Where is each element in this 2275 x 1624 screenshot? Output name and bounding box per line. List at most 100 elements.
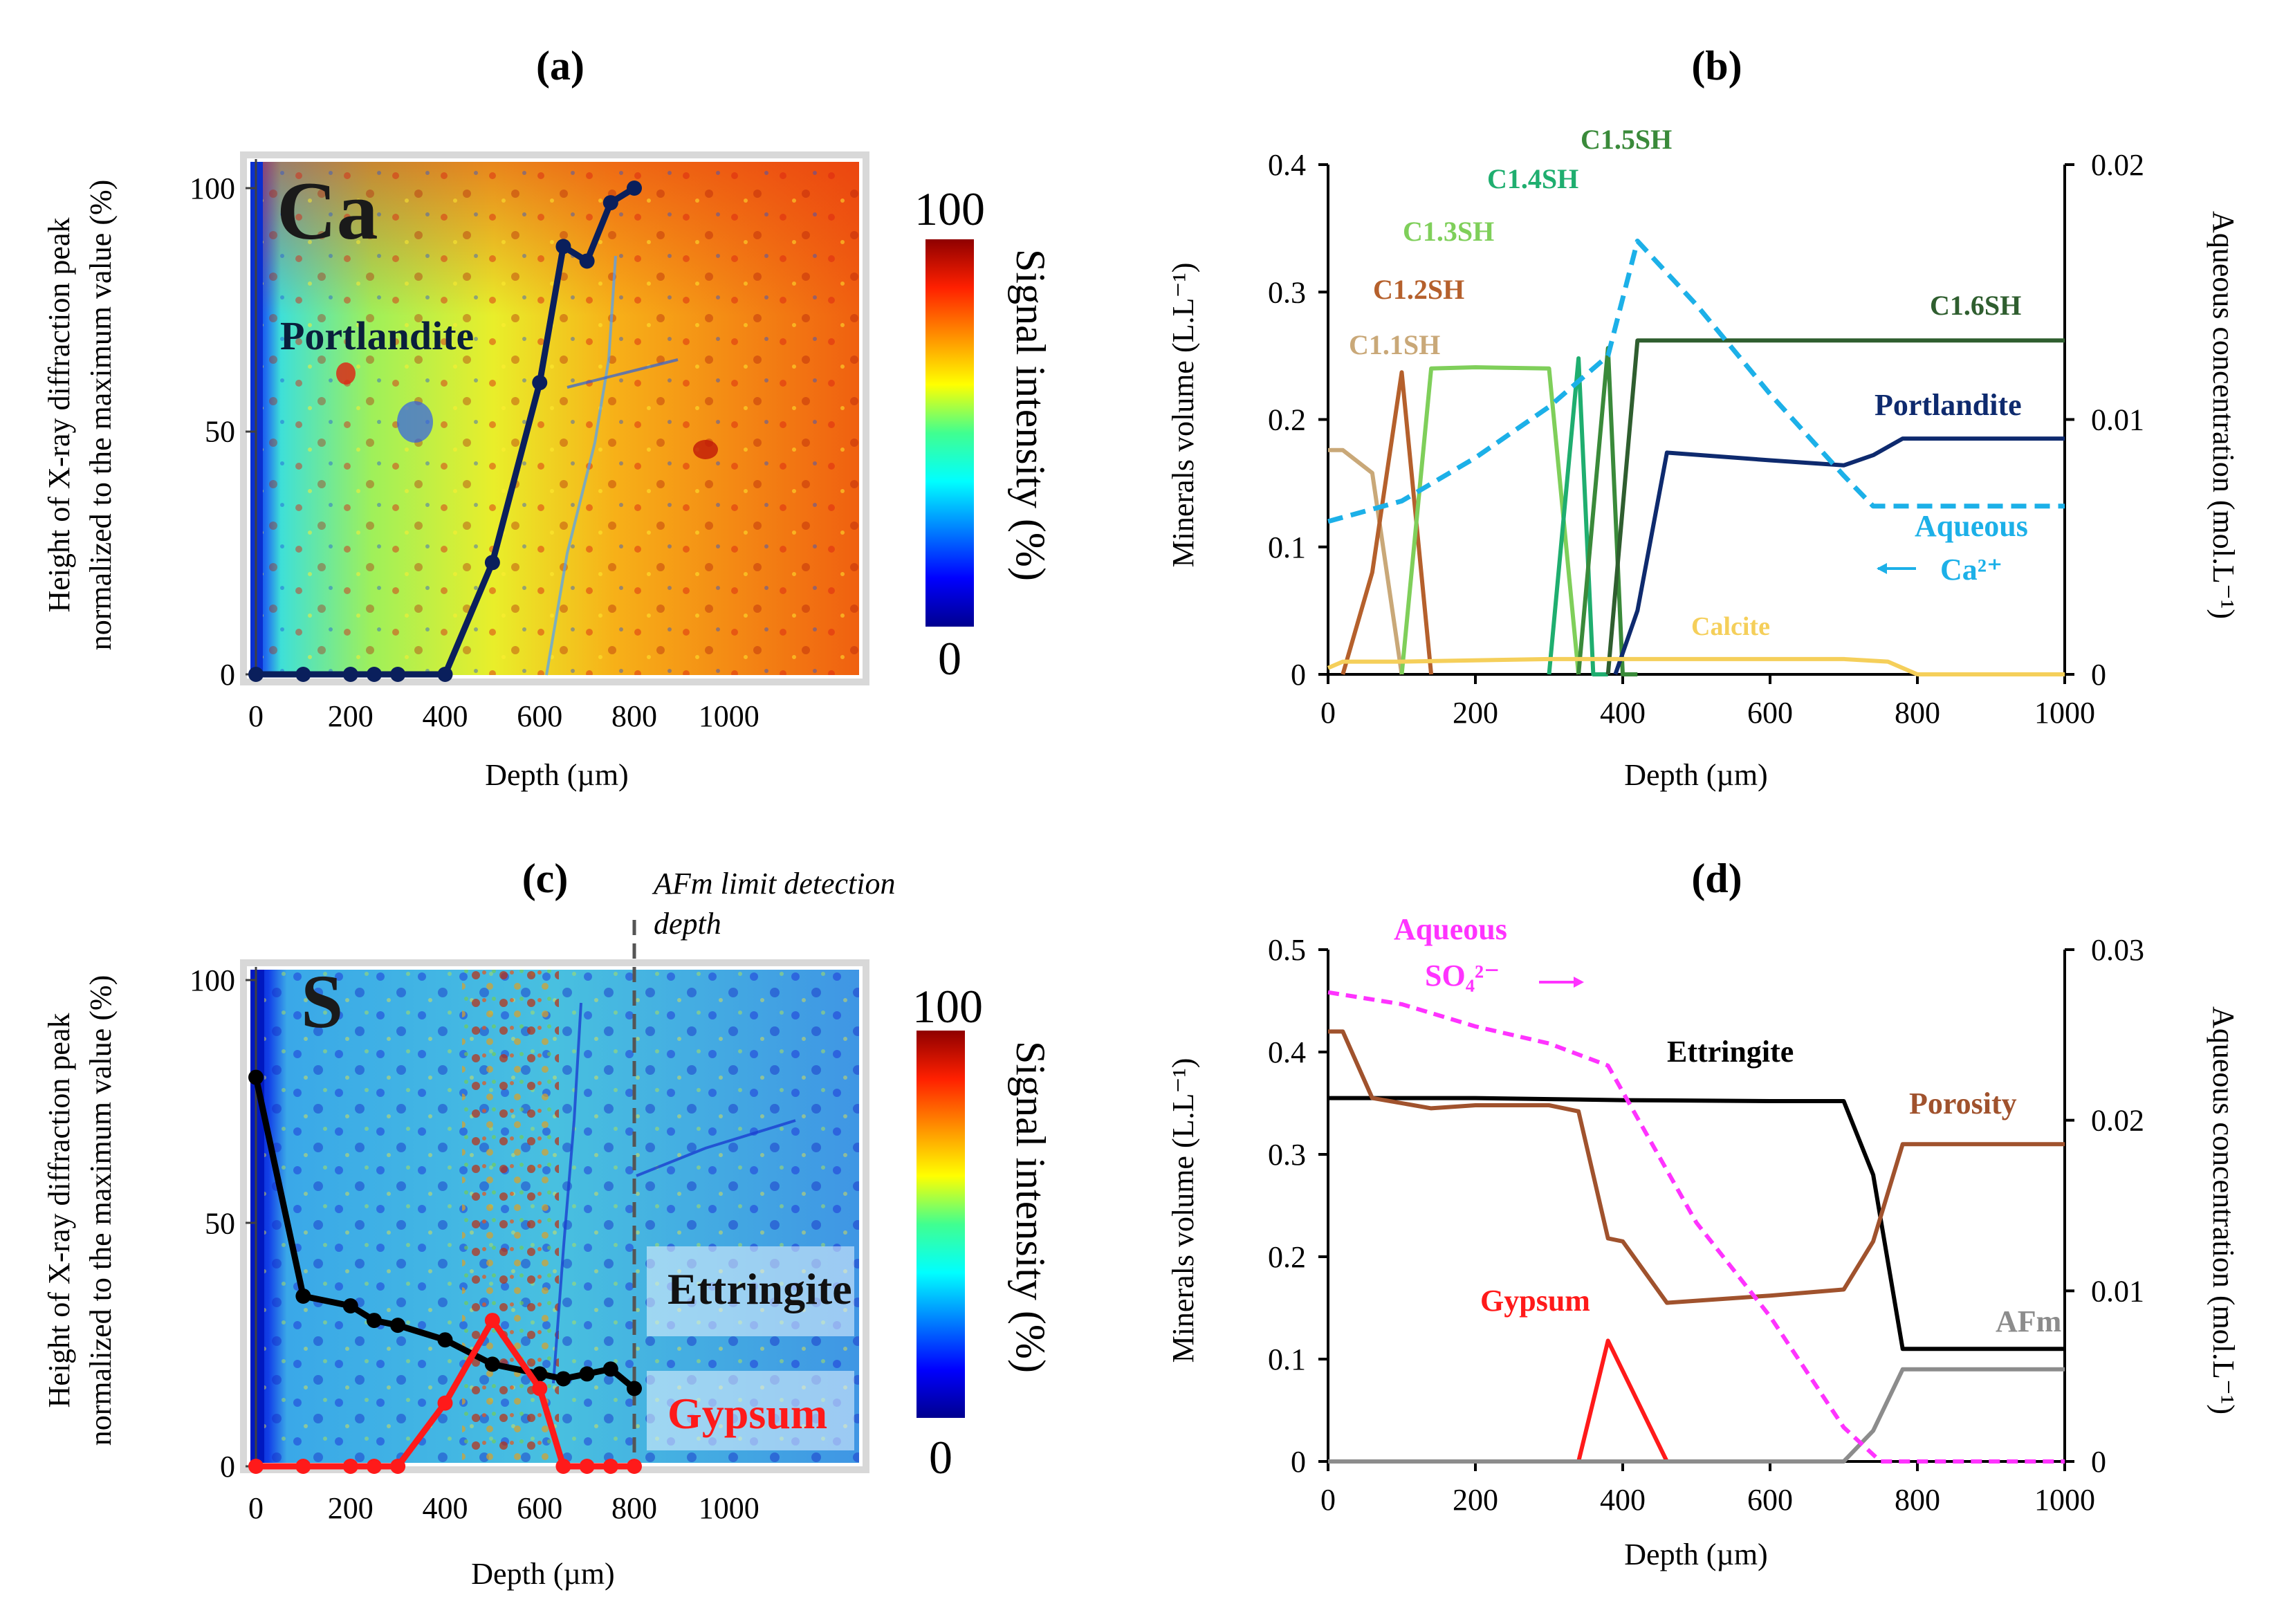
panel-c-map bbox=[240, 959, 869, 1473]
x-tick-label: 400 bbox=[423, 699, 468, 733]
data-point-portlandite bbox=[248, 667, 264, 682]
panel-b-ticks: 0 0.1 0.2 0.3 0.4 0 0.01 0.02 0 200 400 600 800 1000 bbox=[1268, 148, 2144, 730]
data-point-ettringite bbox=[437, 1332, 453, 1348]
panel-c-series bbox=[248, 1069, 642, 1474]
y-tick-label: 0.2 bbox=[1268, 403, 1306, 437]
x-tick-label: 400 bbox=[1600, 696, 1646, 730]
y-right-tick-label: 0.02 bbox=[2091, 148, 2144, 182]
panel-d-arrow-right bbox=[1539, 977, 1584, 988]
x-tick-label: 0 bbox=[248, 1491, 264, 1525]
data-point-portlandite bbox=[484, 555, 500, 571]
y-right-tick-label: 0.02 bbox=[2091, 1104, 2144, 1138]
series-line-calcite bbox=[1327, 656, 2065, 676]
x-tick-label: 800 bbox=[611, 1491, 657, 1525]
panel-b-c15sh-label: C1.5SH bbox=[1581, 124, 1672, 155]
panel-d-ettringite-label: Ettringite bbox=[1667, 1035, 1794, 1069]
panel-c-x-ticks: 0 200 400 600 800 1000 bbox=[248, 1491, 759, 1525]
x-tick-label: 1000 bbox=[699, 1491, 759, 1525]
data-point-gypsum bbox=[579, 1459, 595, 1474]
data-point-gypsum bbox=[342, 1459, 358, 1474]
panel-b-series bbox=[1327, 239, 2065, 676]
data-point-portlandite bbox=[342, 667, 358, 682]
data-point-portlandite bbox=[295, 667, 311, 682]
panel-b-y-label-right: Aqueous concentration (mol.L⁻¹) bbox=[2207, 211, 2240, 619]
x-tick-label: 0 bbox=[1320, 1483, 1336, 1517]
series-line-afm bbox=[1328, 1367, 2065, 1464]
panel-a-y-axis bbox=[246, 159, 257, 678]
x-tick-label: 600 bbox=[1747, 1483, 1793, 1517]
panel-b-c12sh-label: C1.2SH bbox=[1373, 274, 1464, 305]
panel-d-label: (d) bbox=[1691, 856, 1742, 901]
data-point-portlandite bbox=[437, 667, 453, 682]
data-point-portlandite bbox=[602, 195, 618, 211]
panel-b-c13sh-label: C1.3SH bbox=[1403, 216, 1494, 247]
data-point-ettringite bbox=[627, 1381, 642, 1396]
data-point-ettringite bbox=[342, 1298, 358, 1314]
panel-d-so4-label: SO₄²⁻ bbox=[1425, 959, 1500, 993]
y-right-tick-label: 0.01 bbox=[2091, 403, 2144, 437]
series-line-portlandite bbox=[256, 185, 636, 678]
panel-d-porosity-label: Porosity bbox=[1909, 1087, 2017, 1120]
x-tick-label: 200 bbox=[328, 699, 374, 733]
data-point-ettringite bbox=[295, 1288, 311, 1304]
y-tick-label: 100 bbox=[190, 172, 235, 205]
series-line-c15sh bbox=[1576, 346, 1638, 676]
y-tick-label: 0.4 bbox=[1268, 148, 1306, 182]
x-tick-label: 0 bbox=[1320, 696, 1336, 730]
y-tick-label: 0 bbox=[220, 658, 235, 692]
panel-c-colorbar-label: Signal intensity (%) bbox=[1008, 1041, 1053, 1373]
data-point-portlandite bbox=[579, 253, 595, 269]
panel-d: (d) 0 0.1 0.2 0.3 0.4 0.5 0 0.01 0.02 0.03 0 200 400… bbox=[1166, 856, 2240, 1571]
x-tick-label: 200 bbox=[1453, 1483, 1498, 1517]
panel-a-y-label-line1: Height of X-ray diffraction peak bbox=[42, 218, 76, 613]
y-tick-label: 0.4 bbox=[1268, 1035, 1306, 1069]
data-point-gypsum bbox=[295, 1459, 311, 1474]
panel-b-label: (b) bbox=[1691, 43, 1742, 89]
series-line-porosity bbox=[1328, 1029, 2065, 1305]
data-point-portlandite bbox=[390, 667, 406, 682]
panel-a-colorbar-min: 0 bbox=[938, 632, 961, 685]
data-point-ettringite bbox=[248, 1069, 264, 1085]
panel-c-element-label: S bbox=[301, 959, 343, 1044]
panel-a-colorbar-max: 100 bbox=[914, 183, 985, 235]
panel-b-aqueous-label: Aqueous bbox=[1915, 509, 2028, 543]
panel-c-afm-annotation-line2: depth bbox=[654, 907, 721, 941]
panel-c-ettringite-label: Ettringite bbox=[667, 1264, 852, 1313]
panel-c-y-ticks: 0 50 100 bbox=[190, 963, 235, 1484]
panel-d-series bbox=[1327, 990, 2065, 1464]
panel-a-element-label: Ca bbox=[277, 165, 378, 257]
panel-a-x-ticks: 0 200 400 600 800 1000 bbox=[248, 699, 759, 733]
data-point-gypsum bbox=[437, 1395, 453, 1411]
y-right-tick-label: 0.03 bbox=[2091, 933, 2144, 967]
panel-a-colorbar: 100 0 Signal intensity (%) bbox=[914, 183, 1053, 685]
data-point-gypsum bbox=[627, 1459, 642, 1474]
y-tick-label: 50 bbox=[205, 1207, 235, 1241]
panel-c-colorbar: 100 0 Signal intensity (%) bbox=[912, 980, 1053, 1484]
series-line-portlandite bbox=[1613, 436, 2065, 675]
y-tick-label: 0.1 bbox=[1268, 1342, 1306, 1376]
series-line-aqueous-so4 bbox=[1327, 990, 2065, 1464]
series-line-c14sh bbox=[1547, 356, 1608, 676]
panel-b-portlandite-label: Portlandite bbox=[1875, 388, 2022, 422]
panel-b-calcite-label: Calcite bbox=[1691, 612, 1770, 641]
data-point-gypsum bbox=[366, 1459, 382, 1474]
panel-c-x-label: Depth (µm) bbox=[471, 1557, 614, 1591]
data-point-ettringite bbox=[602, 1361, 618, 1377]
data-point-ettringite bbox=[484, 1356, 500, 1372]
y-right-tick-label: 0 bbox=[2091, 1445, 2106, 1479]
data-point-ettringite bbox=[366, 1313, 382, 1329]
panel-d-axes bbox=[1327, 950, 2066, 1463]
panel-d-gypsum-label: Gypsum bbox=[1480, 1284, 1590, 1318]
x-tick-label: 800 bbox=[611, 699, 657, 733]
panel-c-y-label-line1: Height of X-ray diffraction peak bbox=[42, 1013, 76, 1408]
panel-d-afm-label: AFm bbox=[1996, 1304, 2061, 1338]
x-tick-label: 400 bbox=[423, 1491, 468, 1525]
y-tick-label: 0.5 bbox=[1268, 933, 1306, 967]
y-right-tick-label: 0.01 bbox=[2091, 1274, 2144, 1308]
data-point-gypsum bbox=[248, 1459, 264, 1474]
data-point-portlandite bbox=[532, 375, 548, 391]
panel-a-y-label-line2: normalized to the maximum value (%) bbox=[84, 180, 118, 651]
panel-b-c11sh-label: C1.1SH bbox=[1349, 329, 1440, 360]
